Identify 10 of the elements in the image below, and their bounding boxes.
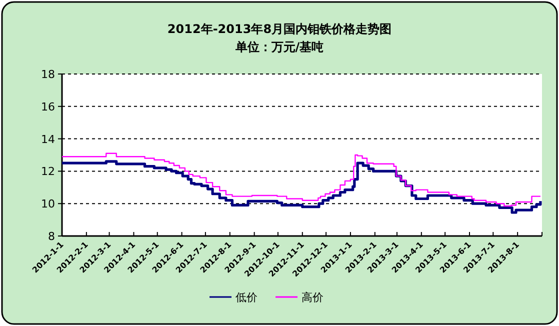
legend-label: 低价	[236, 291, 258, 304]
y-tick-label: 8	[48, 230, 55, 243]
y-tick-label: 14	[41, 132, 55, 146]
y-tick-label: 16	[41, 100, 55, 114]
legend-label: 高价	[302, 291, 324, 304]
y-tick-label: 18	[41, 68, 55, 81]
y-tick-label: 12	[41, 165, 55, 178]
chart-title: 2012年-2013年8月国内钼铁价格走势图	[167, 22, 392, 36]
y-tick-label: 10	[41, 198, 55, 211]
chart-subtitle: 单位：万元/基吨	[234, 40, 324, 54]
